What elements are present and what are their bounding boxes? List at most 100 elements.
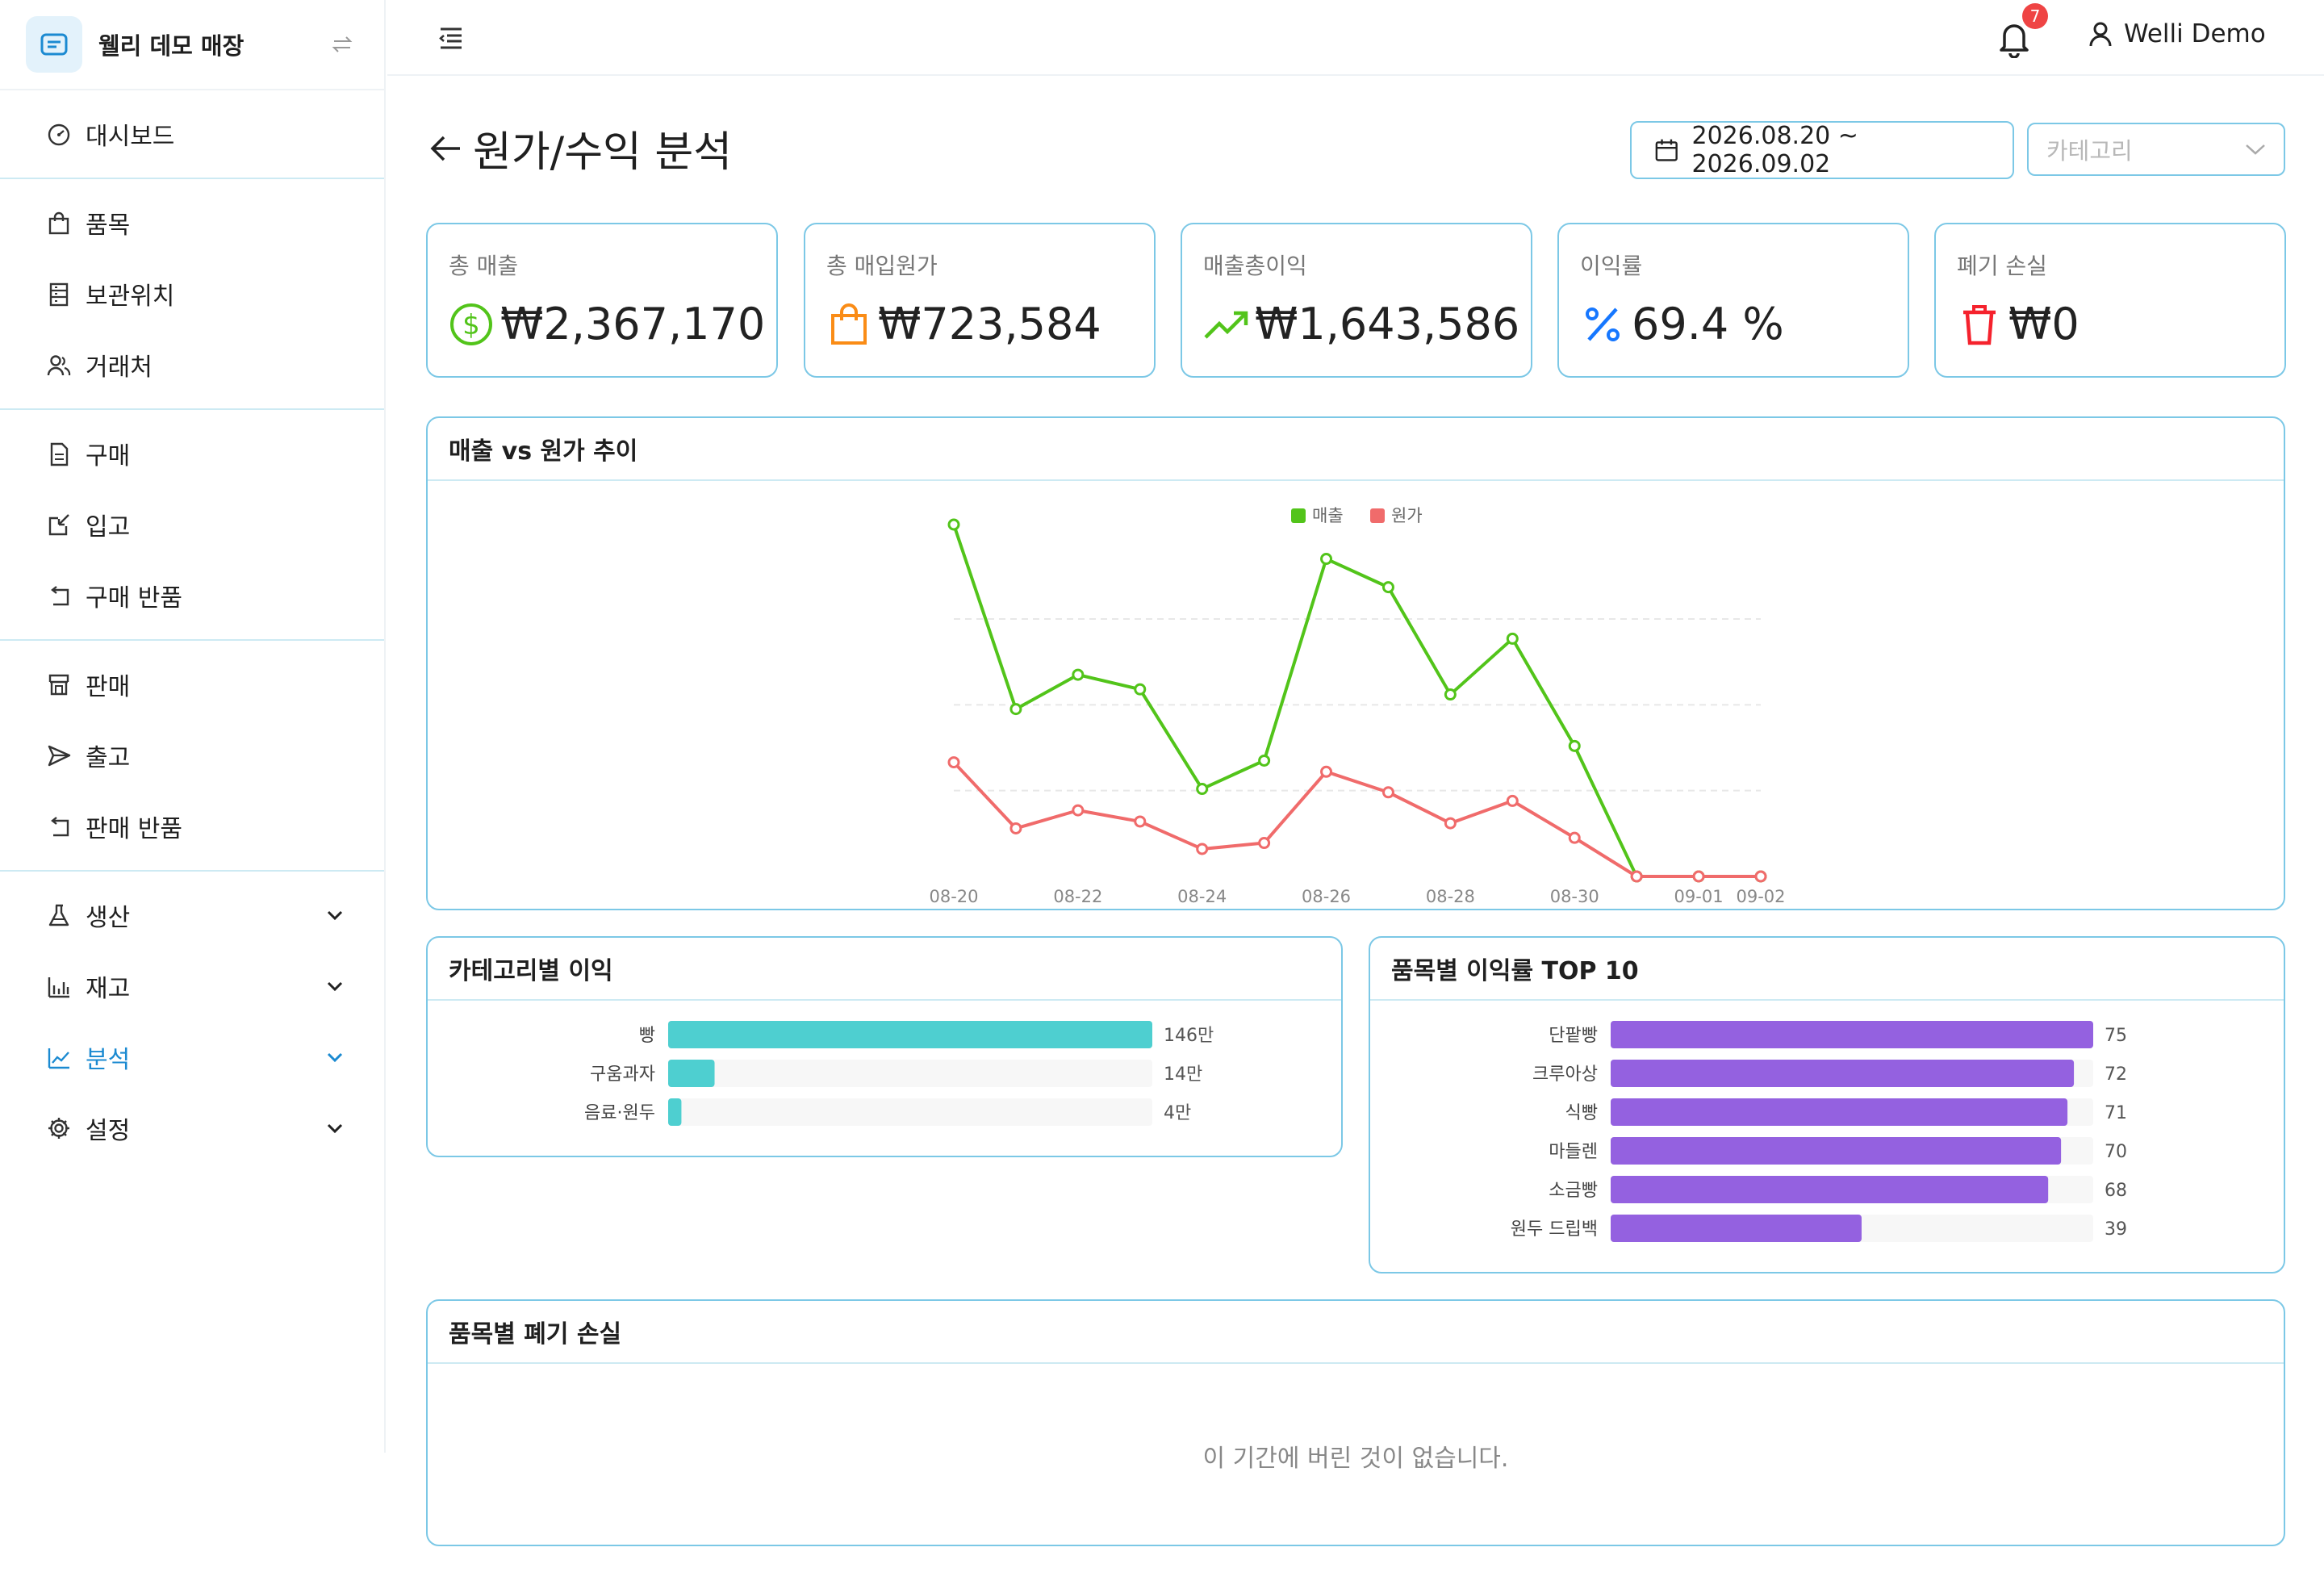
bar[interactable] bbox=[668, 1021, 1152, 1048]
back-arrow-icon[interactable] bbox=[426, 131, 465, 166]
send-icon bbox=[45, 742, 73, 769]
x-tick-label: 08-22 bbox=[1053, 887, 1102, 906]
sidebar-item-label: 거래처 bbox=[86, 353, 153, 382]
user-icon bbox=[2089, 22, 2112, 47]
legend-label[interactable]: 매출 bbox=[1312, 506, 1344, 525]
data-point[interactable] bbox=[1568, 739, 1581, 752]
legend-swatch bbox=[1291, 508, 1306, 523]
sidebar-item[interactable]: 재고 bbox=[0, 951, 384, 1022]
sidebar-item-label: 대시보드 bbox=[86, 123, 175, 151]
bar-value-label: 4만 bbox=[1164, 1103, 1191, 1123]
data-point[interactable] bbox=[1320, 553, 1333, 566]
svg-text:$: $ bbox=[462, 309, 480, 341]
data-point[interactable] bbox=[1630, 870, 1643, 883]
data-point[interactable] bbox=[1134, 683, 1147, 696]
sidebar-item[interactable]: 설정 bbox=[0, 1093, 384, 1164]
notification-bell-icon[interactable] bbox=[1995, 18, 2034, 59]
sidebar-item[interactable]: 구매 반품 bbox=[0, 560, 384, 631]
date-range-text: 2026.08.20 ~ 2026.09.02 bbox=[1691, 122, 1858, 178]
bar[interactable] bbox=[668, 1098, 682, 1126]
data-point[interactable] bbox=[1444, 688, 1457, 701]
sidebar-item[interactable]: 판매 bbox=[0, 649, 384, 720]
data-point[interactable] bbox=[1134, 815, 1147, 828]
data-point[interactable] bbox=[1381, 786, 1394, 799]
category-placeholder: 카테고리 bbox=[2046, 137, 2133, 165]
user-menu[interactable]: Welli Demo bbox=[2088, 19, 2266, 48]
card-title: 카테고리별 이익 bbox=[428, 938, 1341, 1001]
data-point[interactable] bbox=[947, 518, 960, 531]
sidebar-item[interactable]: 구매 bbox=[0, 418, 384, 489]
kpi-value: ₩1,643,586 bbox=[1255, 299, 1520, 349]
kpi-value: ₩0 bbox=[2008, 299, 2079, 349]
sidebar-item[interactable]: 보관위치 bbox=[0, 258, 384, 329]
bar[interactable] bbox=[1611, 1215, 1862, 1242]
bar-value-label: 146만 bbox=[1164, 1026, 1214, 1046]
top-bar: 7 Welli Demo bbox=[387, 0, 2324, 76]
data-point[interactable] bbox=[1692, 870, 1705, 883]
data-point[interactable] bbox=[1196, 843, 1209, 855]
data-point[interactable] bbox=[1444, 817, 1457, 830]
page-title: 원가/수익 분석 bbox=[473, 128, 733, 177]
partners-icon bbox=[45, 351, 73, 378]
date-range-picker[interactable]: 2026.08.20 ~ 2026.09.02 bbox=[1630, 121, 2014, 179]
data-point[interactable] bbox=[1506, 794, 1519, 807]
sidebar-item[interactable]: 생산 bbox=[0, 880, 384, 951]
bar-category-label: 단팥빵 bbox=[1549, 1026, 1598, 1046]
data-point[interactable] bbox=[1072, 668, 1085, 681]
legend-label[interactable]: 원가 bbox=[1391, 506, 1423, 525]
sidebar-item-label: 보관위치 bbox=[86, 282, 175, 311]
x-tick-label: 08-20 bbox=[929, 887, 978, 906]
x-tick-label: 08-30 bbox=[1550, 887, 1599, 906]
data-point[interactable] bbox=[1009, 703, 1022, 716]
category-profit-card: 카테고리별 이익 빵 146만 구움과자 14만 음료·원두 4만 bbox=[426, 936, 1343, 1157]
sidebar-item[interactable]: 출고 bbox=[0, 720, 384, 791]
category-select[interactable]: 카테고리 bbox=[2027, 123, 2285, 176]
kpi-total-sales: 총 매출 $ ₩2,367,170 bbox=[426, 223, 778, 378]
sidebar-item[interactable]: 대시보드 bbox=[0, 98, 384, 169]
data-point[interactable] bbox=[1258, 754, 1271, 767]
gear-icon bbox=[45, 1115, 73, 1142]
bar-value-label: 72 bbox=[2105, 1064, 2127, 1085]
data-point[interactable] bbox=[1072, 804, 1085, 817]
data-point[interactable] bbox=[1320, 765, 1333, 778]
data-point[interactable] bbox=[1568, 831, 1581, 844]
sidebar-item[interactable]: 분석 bbox=[0, 1022, 384, 1093]
data-point[interactable] bbox=[1196, 783, 1209, 796]
bar[interactable] bbox=[668, 1060, 715, 1087]
menu-group: 판매 출고 판매 반품 bbox=[0, 641, 384, 872]
bar[interactable] bbox=[1611, 1176, 2049, 1203]
brand-header: 웰리 데모 매장 bbox=[0, 0, 384, 90]
sidebar-item[interactable]: 품목 bbox=[0, 187, 384, 258]
chevron-down-icon bbox=[323, 974, 347, 998]
bar-category-label: 원두 드립백 bbox=[1511, 1219, 1598, 1240]
kpi-label: 총 매출 bbox=[449, 253, 519, 279]
bar-value-label: 75 bbox=[2105, 1026, 2127, 1046]
data-point[interactable] bbox=[1754, 870, 1767, 883]
menu-group: 구매 입고 구매 반품 bbox=[0, 410, 384, 641]
chevron-down-icon bbox=[323, 1045, 347, 1069]
user-name: Welli Demo bbox=[2124, 19, 2266, 48]
data-point[interactable] bbox=[1009, 822, 1022, 834]
data-point[interactable] bbox=[1506, 632, 1519, 645]
data-point[interactable] bbox=[947, 756, 960, 769]
menu-toggle-icon[interactable] bbox=[437, 24, 465, 52]
trash-icon bbox=[1957, 302, 2002, 347]
sidebar-item[interactable]: 입고 bbox=[0, 489, 384, 560]
sidebar-item[interactable]: 판매 반품 bbox=[0, 791, 384, 862]
bar[interactable] bbox=[1611, 1137, 2062, 1165]
bar-category-label: 음료·원두 bbox=[584, 1103, 655, 1123]
bar-category-label: 구움과자 bbox=[590, 1064, 655, 1085]
inbound-icon bbox=[45, 511, 73, 538]
switch-store-icon[interactable] bbox=[326, 28, 358, 61]
dollar-icon: $ bbox=[449, 302, 494, 347]
kpi-gross-profit: 매출총이익 ₩1,643,586 bbox=[1181, 223, 1532, 378]
bar[interactable] bbox=[1611, 1098, 2068, 1126]
data-point[interactable] bbox=[1258, 837, 1271, 850]
bar[interactable] bbox=[1611, 1021, 2093, 1048]
data-point[interactable] bbox=[1381, 581, 1394, 594]
legend-swatch bbox=[1370, 508, 1385, 523]
sidebar-item[interactable]: 거래처 bbox=[0, 329, 384, 400]
bar-value-label: 70 bbox=[2105, 1142, 2127, 1162]
bar[interactable] bbox=[1611, 1060, 2075, 1087]
